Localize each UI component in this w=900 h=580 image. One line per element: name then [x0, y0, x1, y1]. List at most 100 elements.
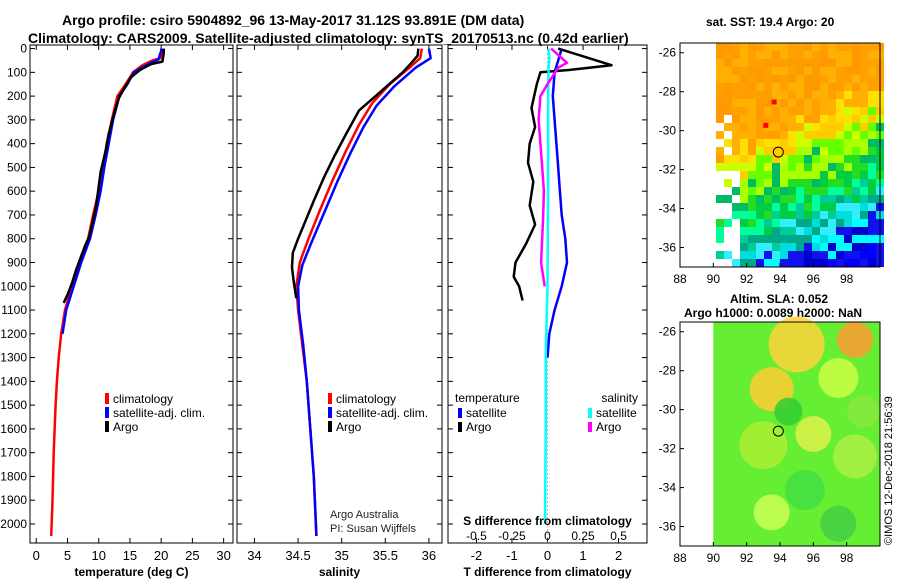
sla-blob	[768, 316, 825, 373]
sst-cell	[868, 187, 876, 195]
sst-cell	[860, 155, 868, 163]
sst-cell	[868, 171, 876, 179]
sst-cell	[772, 115, 780, 123]
sst-cell	[836, 147, 844, 155]
legend-swatch	[105, 393, 109, 404]
sst-cell	[748, 131, 756, 139]
sst-cell	[844, 243, 852, 251]
sst-cell	[740, 107, 748, 115]
sst-cell	[740, 243, 748, 251]
sst-cell	[764, 195, 772, 203]
sst-cell	[868, 107, 876, 115]
sst-cell	[748, 139, 756, 147]
sst-cell	[748, 59, 756, 67]
x-tick-label: 90	[707, 551, 721, 565]
sst-cell	[740, 195, 748, 203]
sst-cell	[716, 227, 724, 235]
sst-cell	[828, 243, 836, 251]
sst-cell	[780, 155, 788, 163]
x-tick2-label: 0	[544, 529, 551, 543]
sst-cell	[740, 235, 748, 243]
sst-cell	[796, 187, 804, 195]
sst-cell	[763, 122, 769, 128]
sst-cell	[796, 179, 804, 187]
sst-cell	[828, 123, 836, 131]
sst-cell	[868, 123, 876, 131]
sst-cell	[868, 211, 876, 219]
sst-cell	[780, 59, 788, 67]
sst-cell	[748, 195, 756, 203]
sst-cell	[764, 163, 772, 171]
sst-cell	[780, 203, 788, 211]
sst-cell	[860, 131, 868, 139]
sst-cell	[804, 67, 812, 75]
sst-cell	[772, 139, 780, 147]
sst-cell	[756, 179, 764, 187]
y-tick-label: 1300	[0, 351, 27, 365]
sst-cell	[836, 235, 844, 243]
sst-cell	[748, 251, 756, 259]
sst-cell	[788, 131, 796, 139]
sst-cell	[868, 243, 876, 251]
sst-cell	[764, 171, 772, 179]
sst-cell	[828, 171, 836, 179]
sst-cell	[788, 123, 796, 131]
sst-cell	[772, 179, 780, 187]
sst-cell	[732, 147, 740, 155]
temperature-xlabel: temperature (deg C)	[74, 565, 188, 579]
x-tick-label: 94	[773, 272, 787, 286]
legend-heading-salinity: salinity	[601, 391, 638, 405]
y-tick-label: 300	[7, 113, 27, 127]
sst-cell	[852, 203, 860, 211]
sst-cell	[828, 67, 836, 75]
sst-cell	[716, 75, 724, 83]
sst-cell	[780, 219, 788, 227]
sst-cell	[756, 83, 764, 91]
series-t-argo	[512, 47, 613, 301]
series-argo	[62, 48, 165, 304]
sst-cell	[732, 99, 740, 107]
argo-location-marker	[772, 146, 784, 158]
sst-cell	[764, 139, 772, 147]
sst-cell	[836, 91, 844, 99]
sst-cell	[740, 227, 748, 235]
sst-cell	[764, 91, 772, 99]
sst-cell	[860, 83, 868, 91]
sst-cell	[820, 83, 828, 91]
sst-cell	[844, 163, 852, 171]
sst-cell	[716, 99, 724, 107]
sst-cell	[772, 195, 780, 203]
y-tick-label: 1800	[0, 469, 27, 483]
sst-cell	[724, 155, 732, 163]
sst-cell	[852, 211, 860, 219]
sst-cell	[820, 235, 828, 243]
sst-cell	[764, 219, 772, 227]
sst-cell	[860, 211, 868, 219]
sst-cell	[748, 243, 756, 251]
y-tick-label: 400	[7, 137, 27, 151]
sst-cell	[828, 83, 836, 91]
sst-cell	[748, 123, 756, 131]
sst-cell	[748, 171, 756, 179]
sst-cell	[764, 211, 772, 219]
legend-swatch	[328, 393, 332, 404]
sst-cell	[804, 51, 812, 59]
x-tick-label: 2	[615, 548, 622, 563]
x-tick-label: 96	[807, 272, 821, 286]
sst-cell	[780, 211, 788, 219]
sst-cell	[732, 259, 740, 267]
sst-cell	[772, 131, 780, 139]
legend-label: Argo	[466, 420, 492, 434]
sst-cell	[852, 235, 860, 243]
x-tick-label: 15	[123, 548, 137, 563]
sst-cell	[836, 131, 844, 139]
sst-cell	[748, 99, 756, 107]
sst-cell	[820, 259, 828, 267]
sst-cell	[868, 131, 876, 139]
sst-cell	[844, 211, 852, 219]
difference-xlabel: T difference from climatology	[463, 565, 631, 579]
sst-cell	[820, 211, 828, 219]
sst-cell	[772, 187, 780, 195]
sst-cell	[836, 139, 844, 147]
sst-cell	[724, 43, 732, 51]
